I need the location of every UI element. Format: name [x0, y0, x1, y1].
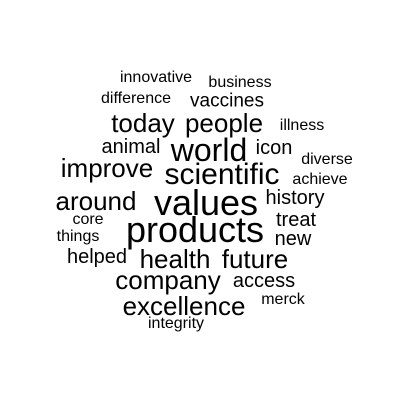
word-business: business	[208, 74, 272, 91]
word-excellence: excellence	[122, 291, 246, 321]
word-access: access	[232, 270, 296, 292]
word-diverse: diverse	[301, 151, 353, 168]
word-innovative: innovative	[119, 69, 193, 86]
word-helped: helped	[66, 246, 128, 268]
word-improve: improve	[60, 153, 154, 183]
word-today: today	[111, 108, 175, 138]
word-people: people	[184, 108, 264, 138]
word-integrity: integrity	[147, 315, 205, 332]
word-animal: animal	[101, 136, 161, 158]
word-new: new	[274, 228, 312, 250]
word-company: company	[115, 265, 221, 295]
word-scientific: scientific	[164, 158, 280, 191]
word-core: core	[72, 211, 104, 228]
word-icon: icon	[255, 137, 293, 159]
word-history: history	[265, 187, 325, 209]
word-vaccines: vaccines	[190, 90, 264, 112]
word-merck: merck	[261, 291, 305, 308]
word-things: things	[56, 228, 100, 245]
word-treat: treat	[275, 209, 317, 231]
word-future: future	[221, 244, 289, 274]
word-achieve: achieve	[292, 171, 348, 188]
word-around: around	[55, 186, 137, 216]
word-world: world	[170, 132, 248, 168]
word-difference: difference	[101, 90, 171, 107]
word-values: values	[153, 182, 259, 223]
word-health: health	[139, 244, 211, 274]
word-illness: illness	[279, 117, 325, 134]
word-products: products	[125, 209, 265, 250]
